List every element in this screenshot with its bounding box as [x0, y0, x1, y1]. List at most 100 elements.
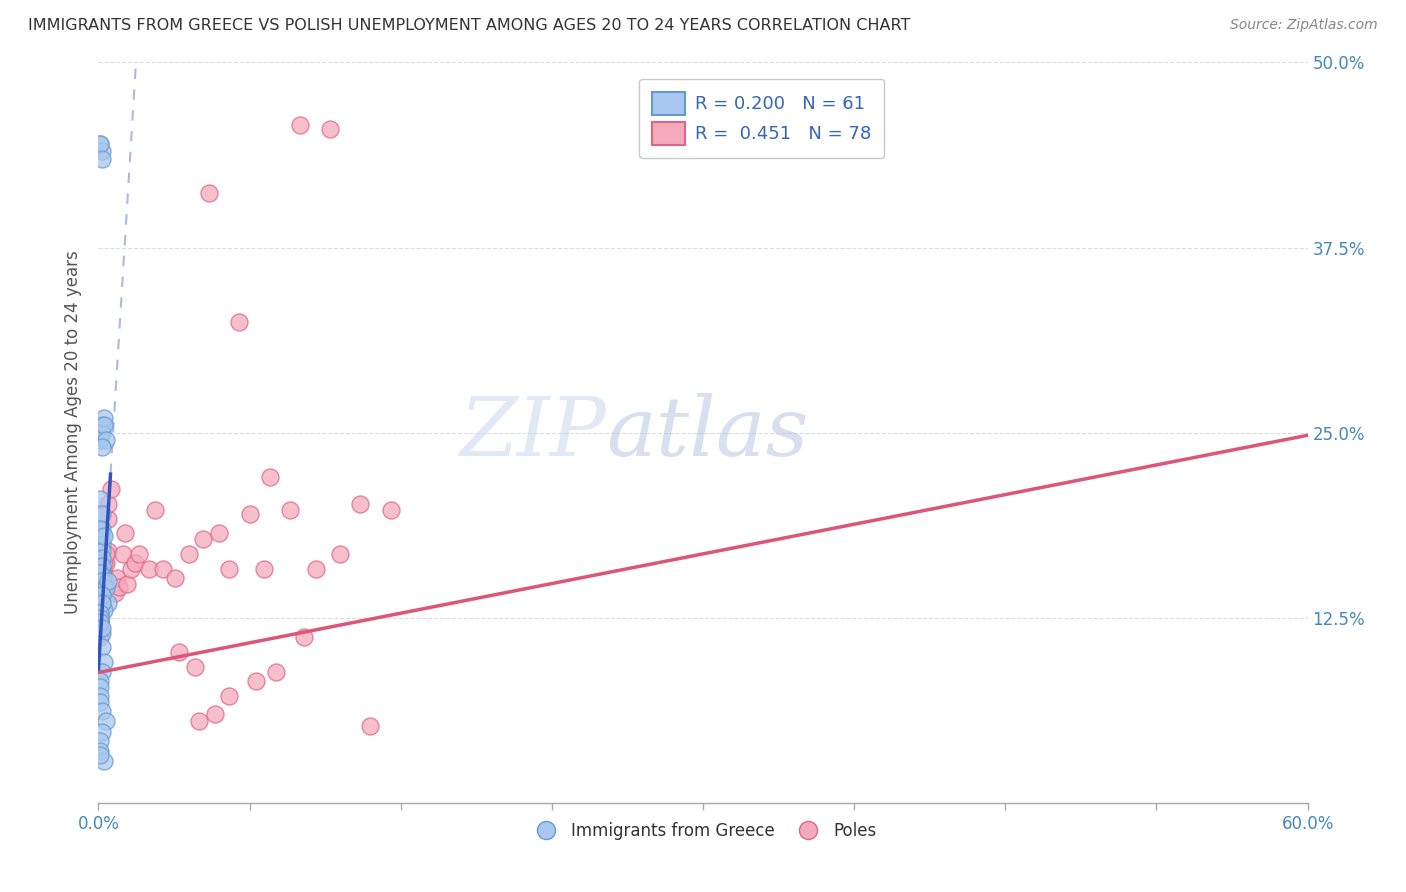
Point [91, 589, 114, 603]
Point [91, 600, 114, 615]
Point [124, 556, 146, 570]
Point [89, 607, 111, 621]
Point [349, 497, 371, 511]
Point [89, 589, 111, 603]
Point [97, 511, 120, 525]
Point [184, 659, 207, 673]
Point [89, 594, 111, 608]
Point [380, 502, 402, 516]
Point [167, 645, 190, 659]
Point [100, 482, 122, 496]
Point [93, 603, 115, 617]
Point [93, 755, 115, 769]
Point [163, 571, 186, 585]
Point [93, 571, 115, 585]
Point [89, 733, 111, 747]
Point [188, 714, 211, 729]
Point [96, 433, 118, 447]
Point [111, 547, 134, 561]
Point [89, 596, 111, 610]
Point [91, 665, 114, 680]
Point [97, 497, 120, 511]
Point [91, 566, 114, 581]
Point [278, 502, 301, 516]
Point [93, 581, 115, 595]
Point [91, 536, 114, 550]
Point [93, 410, 115, 425]
Point [204, 706, 226, 721]
Point [89, 522, 111, 536]
Point [89, 566, 111, 581]
Point [89, 136, 111, 151]
Point [91, 621, 114, 635]
Point [89, 433, 111, 447]
Point [91, 574, 114, 588]
Point [319, 122, 342, 136]
Point [89, 630, 111, 644]
Point [89, 536, 111, 550]
Point [198, 186, 221, 200]
Point [96, 714, 118, 729]
Point [152, 562, 174, 576]
Point [93, 529, 115, 543]
Point [89, 581, 111, 595]
Text: Source: ZipAtlas.com: Source: ZipAtlas.com [1230, 18, 1378, 32]
Point [91, 574, 114, 588]
Point [143, 502, 166, 516]
Point [93, 418, 115, 433]
Point [91, 576, 114, 591]
Point [329, 547, 352, 561]
Point [91, 625, 114, 640]
Point [89, 615, 111, 629]
Point [89, 418, 111, 433]
Text: atlas: atlas [606, 392, 808, 473]
Point [138, 562, 160, 576]
Point [91, 576, 114, 591]
Point [89, 615, 111, 629]
Point [193, 533, 215, 547]
Point [239, 507, 262, 521]
Point [89, 566, 111, 581]
Point [253, 562, 276, 576]
Point [91, 145, 114, 159]
Point [91, 589, 114, 603]
Point [245, 674, 267, 689]
Point [89, 609, 111, 624]
Point [91, 441, 114, 455]
Point [228, 314, 250, 328]
Point [89, 566, 111, 581]
Point [89, 136, 111, 151]
Point [91, 596, 114, 610]
Point [114, 526, 136, 541]
Point [208, 526, 231, 541]
Point [264, 665, 287, 680]
Point [93, 581, 115, 595]
Point [89, 744, 111, 758]
Point [89, 529, 111, 543]
Text: IMMIGRANTS FROM GREECE VS POLISH UNEMPLOYMENT AMONG AGES 20 TO 24 YEARS CORRELAT: IMMIGRANTS FROM GREECE VS POLISH UNEMPLO… [28, 18, 911, 33]
Point [89, 610, 111, 624]
Point [360, 719, 382, 733]
Point [89, 589, 111, 603]
Point [91, 529, 114, 543]
Point [89, 576, 111, 591]
Point [91, 152, 114, 166]
Point [89, 558, 111, 573]
Text: ZIP: ZIP [460, 392, 606, 473]
Point [89, 621, 111, 635]
Point [89, 603, 111, 617]
Point [218, 689, 240, 703]
Point [91, 558, 114, 573]
Point [91, 591, 114, 606]
Point [97, 574, 120, 588]
Point [91, 640, 114, 655]
Point [89, 689, 111, 703]
Point [89, 507, 111, 521]
Point [89, 603, 111, 617]
Point [89, 544, 111, 558]
Point [97, 596, 120, 610]
Point [89, 425, 111, 440]
Point [89, 695, 111, 709]
Point [292, 630, 315, 644]
Point [120, 562, 142, 576]
